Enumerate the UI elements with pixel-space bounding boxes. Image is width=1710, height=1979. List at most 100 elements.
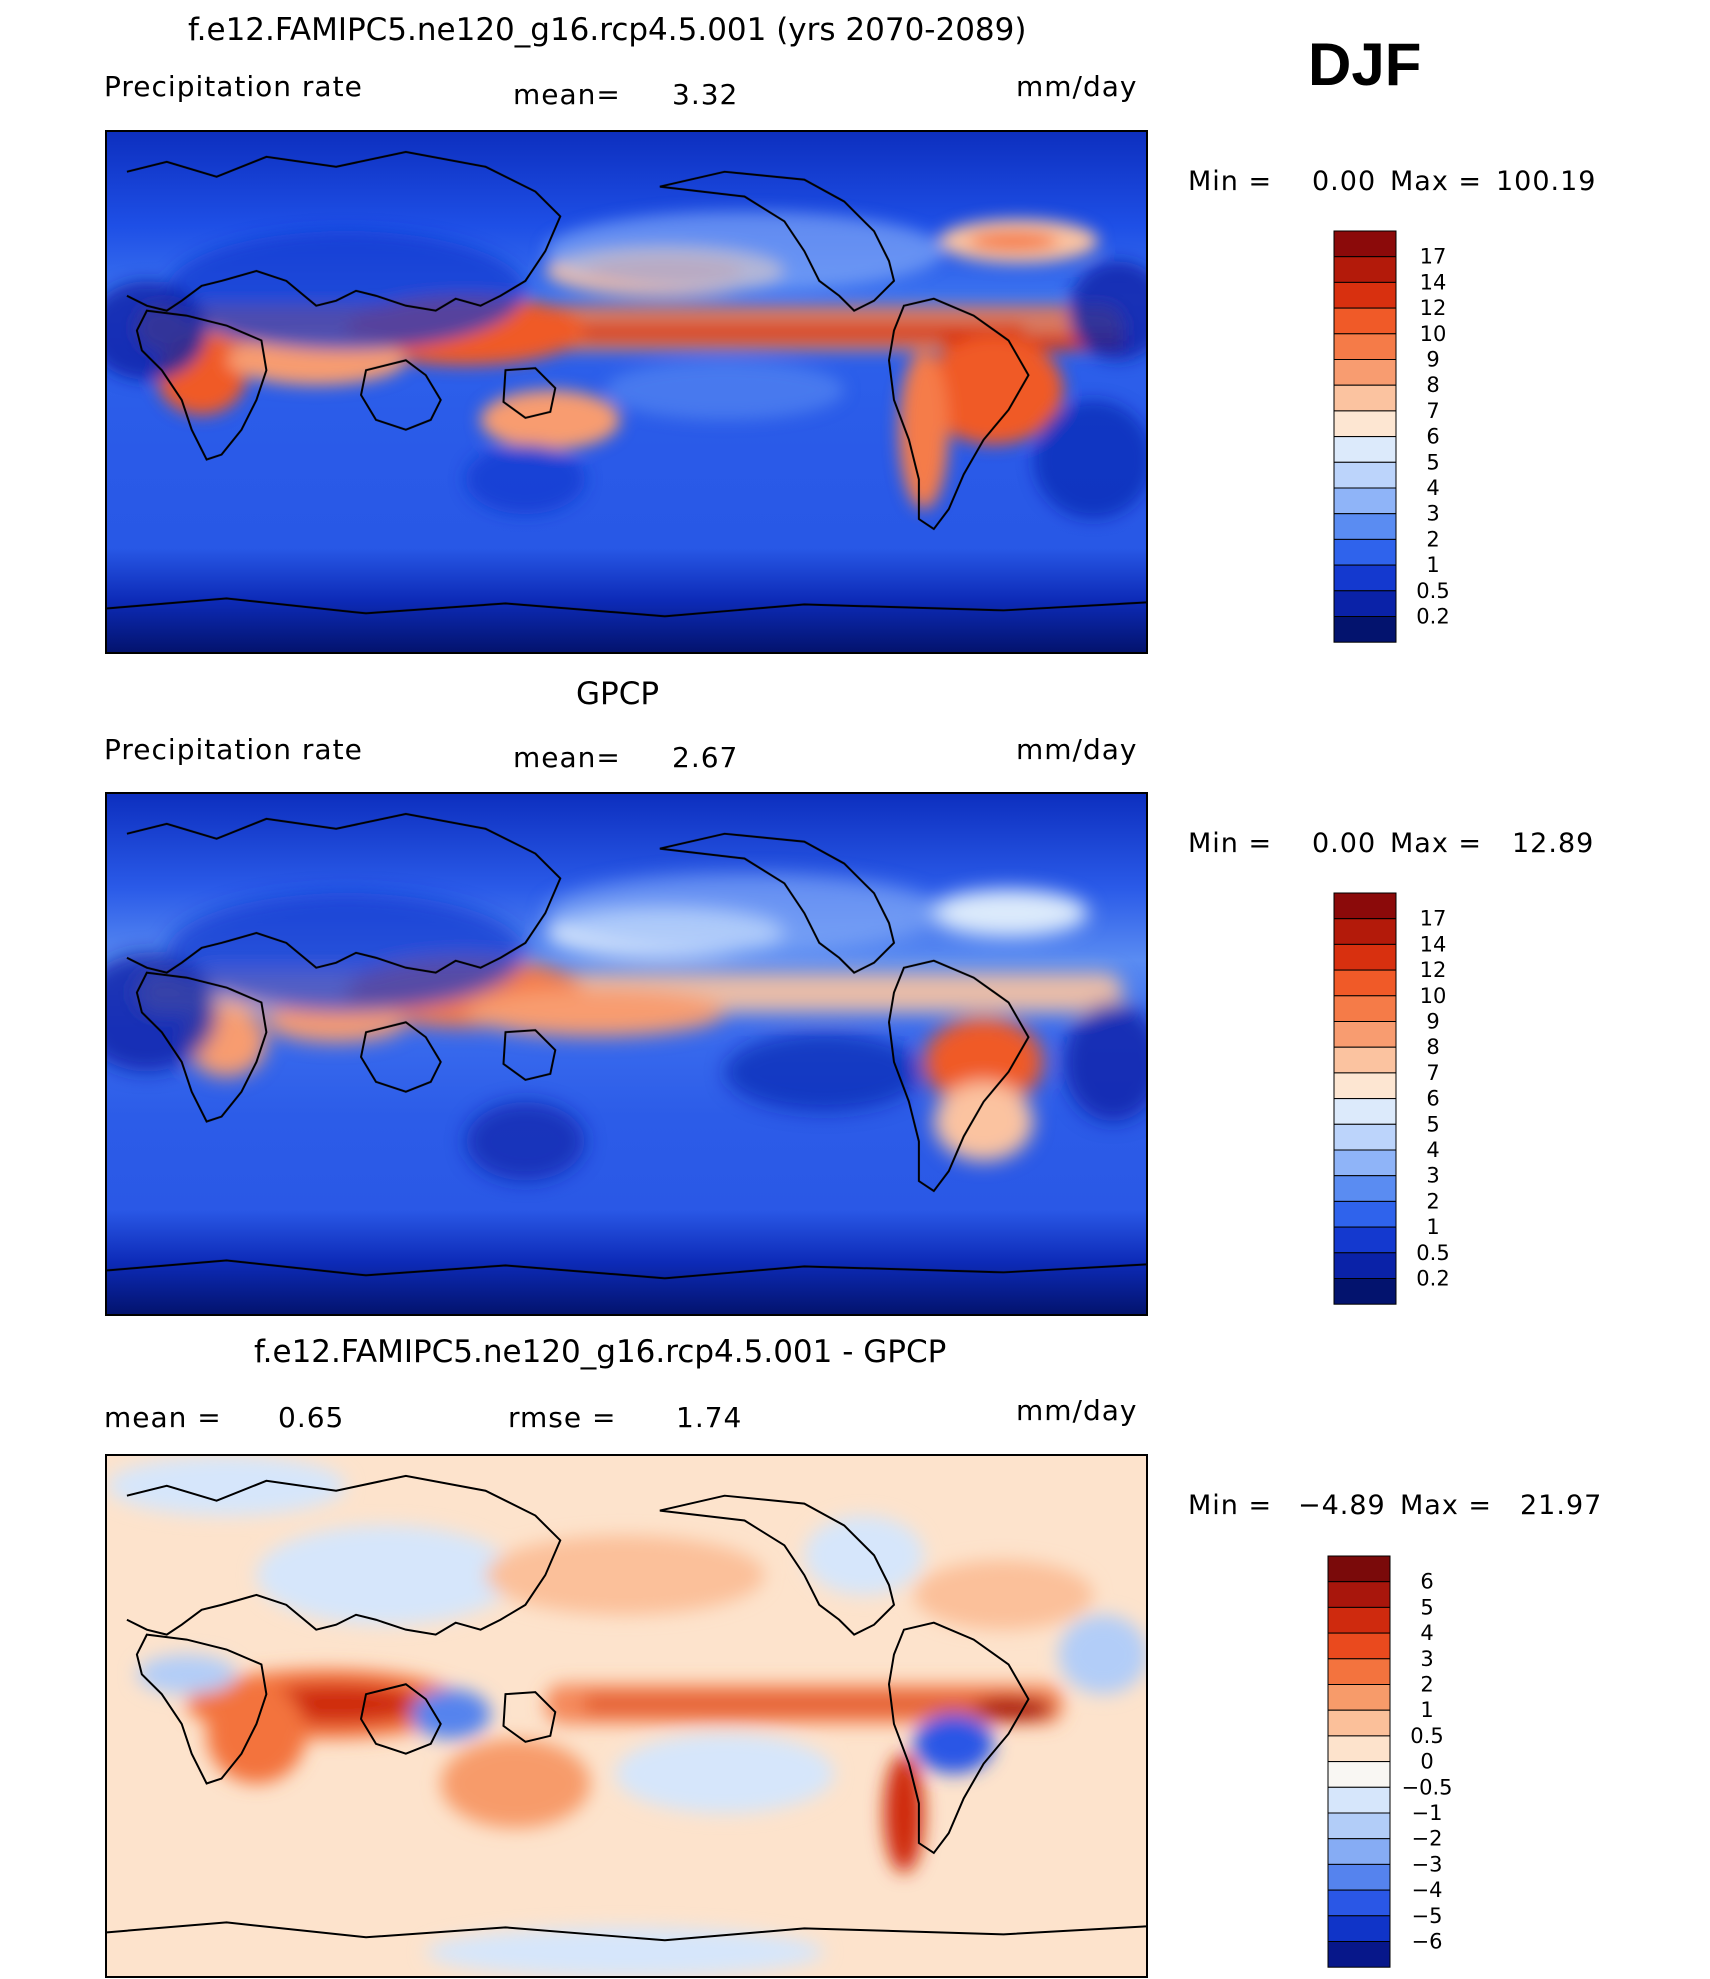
colorbar-swatch bbox=[1327, 1684, 1391, 1711]
variable-label: Precipitation rate bbox=[104, 70, 363, 103]
colorbar-swatch bbox=[1327, 1709, 1391, 1737]
colorbar-swatch bbox=[1333, 1123, 1397, 1151]
mean-value: 2.67 bbox=[672, 741, 739, 774]
max-value: 12.89 bbox=[1512, 828, 1595, 859]
colorbar-swatch bbox=[1333, 410, 1397, 438]
colorbar: 17 14 12 10 9 8 7 6 5 4 3 2 1 0.5 0.2 bbox=[1333, 230, 1493, 646]
min-label: Min = bbox=[1188, 166, 1273, 197]
colorbar-label: 2 bbox=[1426, 527, 1439, 551]
colorbar-swatch bbox=[1333, 1252, 1397, 1279]
mean-label: mean= bbox=[513, 741, 621, 774]
colorbar-swatch bbox=[1333, 256, 1397, 283]
mean-value: 0.65 bbox=[278, 1401, 345, 1434]
colorbar-swatch bbox=[1333, 1021, 1397, 1048]
colorbar-label: 5 bbox=[1426, 1112, 1439, 1136]
colorbar-swatch bbox=[1333, 307, 1397, 335]
colorbar-swatch bbox=[1333, 230, 1397, 258]
colorbar-swatch bbox=[1327, 1889, 1391, 1917]
colorbar-swatch bbox=[1333, 1278, 1397, 1305]
colorbar-label: 5 bbox=[1426, 450, 1439, 474]
panel-title: GPCP bbox=[576, 676, 660, 712]
mean-label: mean= bbox=[513, 78, 621, 111]
max-value: 100.19 bbox=[1496, 166, 1597, 197]
colorbar-swatch bbox=[1327, 1915, 1391, 1942]
mean-label: mean = bbox=[104, 1401, 222, 1434]
precipitation-map bbox=[105, 130, 1148, 654]
colorbar-label: 12 bbox=[1420, 296, 1447, 320]
colorbar-swatch bbox=[1333, 943, 1397, 971]
mean-value: 3.32 bbox=[672, 78, 739, 111]
colorbar-label: −0.5 bbox=[1402, 1775, 1453, 1799]
variable-label: Precipitation rate bbox=[104, 733, 363, 766]
colorbar-label: 4 bbox=[1426, 476, 1439, 500]
colorbar-label: 12 bbox=[1420, 958, 1447, 982]
colorbar-label: −6 bbox=[1412, 1930, 1443, 1954]
colorbar-label: 4 bbox=[1420, 1621, 1433, 1645]
colorbar-label: −1 bbox=[1412, 1801, 1443, 1825]
colorbar-label: 2 bbox=[1426, 1189, 1439, 1213]
colorbar-label: 0.2 bbox=[1416, 1267, 1449, 1291]
rmse-label: rmse = bbox=[508, 1401, 617, 1434]
panel-title: f.e12.FAMIPC5.ne120_g16.rcp4.5.001 - GPC… bbox=[254, 1334, 947, 1370]
colorbar-label: 17 bbox=[1420, 907, 1447, 931]
colorbar-label: 2 bbox=[1420, 1673, 1433, 1697]
colorbar-swatch bbox=[1333, 461, 1397, 489]
colorbar-label: 3 bbox=[1426, 1164, 1439, 1188]
colorbar-label: 10 bbox=[1420, 322, 1447, 346]
colorbar-label: 14 bbox=[1420, 270, 1447, 294]
colorbar-label: 9 bbox=[1426, 1010, 1439, 1034]
colorbar-label: 0 bbox=[1420, 1750, 1433, 1774]
min-label: Min = bbox=[1188, 828, 1273, 859]
colorbar: 6 5 4 3 2 1 0.5 0 −0.5 −1 −2 −3 −4 −5 −6 bbox=[1327, 1555, 1487, 1971]
panel-title: f.e12.FAMIPC5.ne120_g16.rcp4.5.001 (yrs … bbox=[188, 12, 1027, 48]
colorbar-swatch bbox=[1327, 1941, 1391, 1968]
colorbar-label: 0.2 bbox=[1416, 605, 1449, 629]
colorbar-swatch bbox=[1333, 1046, 1397, 1074]
colorbar-label: −5 bbox=[1412, 1904, 1443, 1928]
colorbar-swatch bbox=[1333, 1098, 1397, 1125]
colorbar-label: −4 bbox=[1412, 1878, 1443, 1902]
colorbar-label: 0.5 bbox=[1416, 579, 1449, 603]
min-value: −4.89 bbox=[1298, 1490, 1386, 1521]
season-label: DJF bbox=[1308, 31, 1422, 98]
colorbar-swatch bbox=[1327, 1658, 1391, 1686]
colorbar-swatch bbox=[1333, 538, 1397, 566]
colorbar-label: 8 bbox=[1426, 373, 1439, 397]
colorbar-swatch bbox=[1333, 384, 1397, 412]
colorbar-swatch bbox=[1327, 1735, 1391, 1763]
colorbar-swatch bbox=[1333, 1200, 1397, 1228]
colorbar-swatch bbox=[1333, 590, 1397, 617]
units-label: mm/day bbox=[1016, 70, 1138, 103]
colorbar-label: 1 bbox=[1426, 1215, 1439, 1239]
colorbar-label: 7 bbox=[1426, 399, 1439, 423]
units-label: mm/day bbox=[1016, 1394, 1138, 1427]
colorbar-label: 5 bbox=[1420, 1595, 1433, 1619]
colorbar-swatch bbox=[1333, 359, 1397, 386]
max-label: Max = bbox=[1390, 828, 1483, 859]
max-value: 21.97 bbox=[1520, 1490, 1603, 1521]
colorbar-swatch bbox=[1333, 1072, 1397, 1100]
colorbar-swatch bbox=[1333, 1226, 1397, 1254]
colorbar-swatch bbox=[1333, 564, 1397, 592]
colorbar-swatch bbox=[1333, 969, 1397, 997]
colorbar-label: 0.5 bbox=[1416, 1241, 1449, 1265]
colorbar-label: −3 bbox=[1412, 1852, 1443, 1876]
colorbar-swatch bbox=[1333, 892, 1397, 920]
max-label: Max = bbox=[1400, 1490, 1493, 1521]
colorbar-swatch bbox=[1327, 1786, 1391, 1814]
colorbar-swatch bbox=[1333, 616, 1397, 643]
precipitation-map bbox=[105, 792, 1148, 1316]
colorbar-label: 1 bbox=[1420, 1698, 1433, 1722]
colorbar-label: 1 bbox=[1426, 553, 1439, 577]
colorbar-label: 3 bbox=[1420, 1647, 1433, 1671]
colorbar-label: 14 bbox=[1420, 932, 1447, 956]
colorbar-label: 9 bbox=[1426, 348, 1439, 372]
colorbar-swatch bbox=[1333, 487, 1397, 515]
colorbar-swatch bbox=[1333, 918, 1397, 945]
colorbar-swatch bbox=[1333, 995, 1397, 1023]
colorbar: 17 14 12 10 9 8 7 6 5 4 3 2 1 0.5 0.2 bbox=[1333, 892, 1493, 1308]
colorbar-label: 0.5 bbox=[1410, 1724, 1443, 1748]
